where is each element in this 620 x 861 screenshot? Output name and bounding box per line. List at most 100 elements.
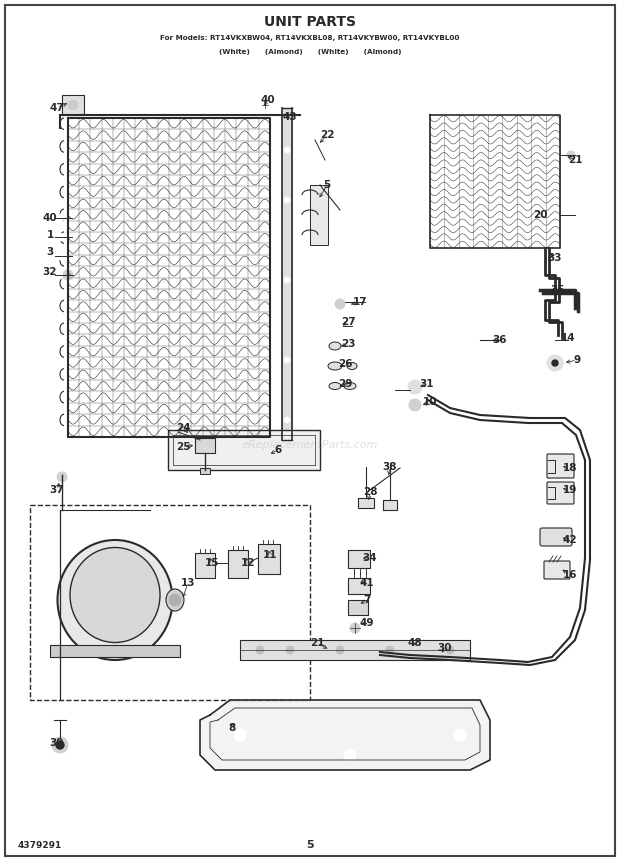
Text: 10: 10: [423, 397, 437, 407]
Text: 26: 26: [338, 359, 352, 369]
Circle shape: [344, 749, 356, 761]
Text: 19: 19: [563, 485, 577, 495]
Text: UNIT PARTS: UNIT PARTS: [264, 15, 356, 29]
Circle shape: [335, 299, 345, 309]
Text: 34: 34: [363, 553, 378, 563]
Text: 18: 18: [563, 463, 577, 473]
Circle shape: [350, 623, 360, 633]
Text: 33: 33: [547, 253, 562, 263]
Bar: [168, 430, 320, 470]
Circle shape: [286, 646, 294, 654]
Ellipse shape: [329, 382, 341, 389]
Text: 40: 40: [260, 95, 275, 105]
Circle shape: [284, 147, 290, 153]
Text: 23: 23: [341, 339, 355, 349]
Circle shape: [56, 271, 64, 279]
Text: 27: 27: [340, 317, 355, 327]
Text: For Models: RT14VKXBW04, RT14VKXBL08, RT14VKYBW00, RT14VKYBL00: For Models: RT14VKXBW04, RT14VKXBL08, RT…: [161, 35, 459, 41]
Circle shape: [63, 270, 73, 280]
Bar: [62, 95, 84, 115]
Circle shape: [454, 729, 466, 741]
Text: 29: 29: [338, 379, 352, 389]
Text: 49: 49: [360, 618, 374, 628]
Bar: [240, 640, 470, 660]
FancyBboxPatch shape: [547, 482, 574, 504]
Circle shape: [555, 337, 561, 343]
Text: 41: 41: [360, 578, 374, 588]
Circle shape: [284, 277, 290, 283]
Text: 5: 5: [306, 840, 314, 850]
Circle shape: [234, 729, 246, 741]
Text: 38: 38: [383, 462, 397, 472]
Text: 4379291: 4379291: [18, 840, 62, 850]
FancyBboxPatch shape: [540, 528, 572, 546]
Text: 36: 36: [493, 335, 507, 345]
Circle shape: [547, 355, 563, 371]
Text: 40: 40: [43, 213, 57, 223]
Text: 22: 22: [320, 130, 334, 140]
Text: 28: 28: [363, 487, 377, 497]
Circle shape: [386, 646, 394, 654]
Text: 14: 14: [560, 333, 575, 343]
FancyBboxPatch shape: [547, 454, 574, 478]
Circle shape: [552, 360, 558, 366]
Ellipse shape: [70, 548, 160, 642]
Circle shape: [333, 321, 343, 331]
Polygon shape: [200, 700, 490, 770]
Text: 9: 9: [574, 355, 580, 365]
Circle shape: [409, 399, 421, 411]
Ellipse shape: [166, 589, 184, 611]
Circle shape: [259, 99, 271, 111]
Circle shape: [52, 737, 68, 753]
Text: 15: 15: [205, 558, 219, 568]
Text: 3: 3: [46, 247, 53, 257]
Text: 30: 30: [438, 643, 452, 653]
Ellipse shape: [347, 362, 357, 369]
Text: 35: 35: [551, 285, 565, 295]
Text: 5: 5: [324, 180, 330, 190]
Text: 7: 7: [363, 595, 371, 605]
Text: 13: 13: [181, 578, 195, 588]
Bar: [50, 645, 180, 657]
Circle shape: [68, 100, 78, 110]
Ellipse shape: [58, 540, 172, 660]
Bar: [348, 600, 368, 615]
Text: 17: 17: [353, 297, 367, 307]
Text: 32: 32: [43, 267, 57, 277]
Circle shape: [284, 357, 290, 363]
Circle shape: [57, 472, 67, 482]
Text: 8: 8: [228, 723, 236, 733]
Text: 6: 6: [275, 445, 281, 455]
Text: eReplacementParts.com: eReplacementParts.com: [242, 440, 378, 450]
Text: 24: 24: [175, 423, 190, 433]
Text: 1: 1: [46, 230, 53, 240]
Bar: [348, 550, 370, 568]
Ellipse shape: [328, 362, 342, 370]
Ellipse shape: [344, 382, 356, 389]
Circle shape: [56, 214, 64, 222]
Ellipse shape: [329, 342, 341, 350]
Text: (White)      (Almond)      (White)      (Almond): (White) (Almond) (White) (Almond): [219, 49, 401, 55]
Text: 11: 11: [263, 550, 277, 560]
Circle shape: [56, 233, 64, 241]
Bar: [228, 550, 248, 578]
Text: 31: 31: [420, 379, 434, 389]
Text: 43: 43: [283, 112, 298, 122]
Circle shape: [56, 252, 64, 260]
Text: 42: 42: [563, 535, 577, 545]
Text: 48: 48: [408, 638, 422, 648]
Bar: [195, 553, 215, 578]
Circle shape: [256, 646, 264, 654]
Bar: [195, 438, 215, 453]
Bar: [258, 544, 280, 574]
Bar: [383, 500, 397, 510]
Bar: [358, 498, 374, 508]
Circle shape: [567, 151, 575, 159]
Text: 20: 20: [533, 210, 547, 220]
Text: 47: 47: [50, 103, 64, 113]
Bar: [30, 505, 310, 700]
Text: 25: 25: [175, 442, 190, 452]
Text: 21: 21: [568, 155, 582, 165]
Circle shape: [446, 646, 454, 654]
Text: 37: 37: [50, 485, 64, 495]
